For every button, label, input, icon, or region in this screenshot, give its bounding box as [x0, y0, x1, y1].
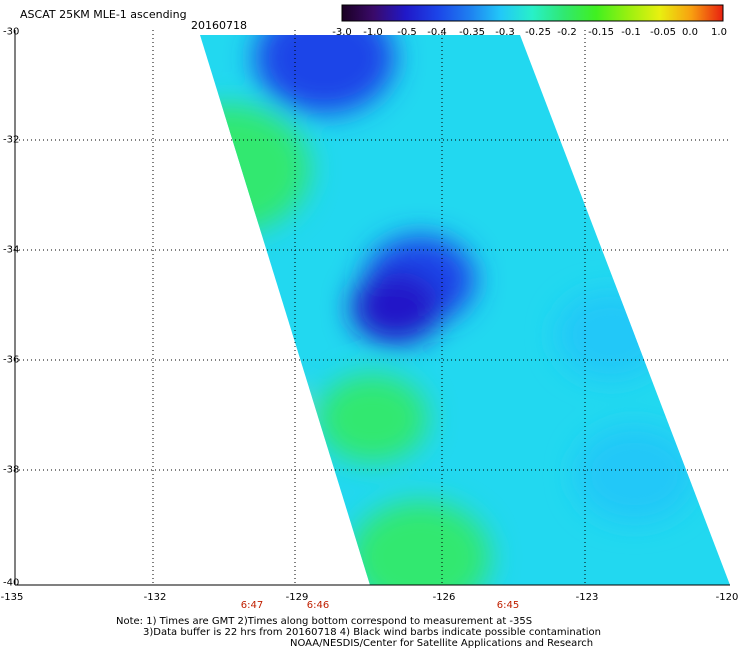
- colorbar-tick-label: 1.0: [711, 27, 727, 38]
- time-label: 6:46: [306, 600, 330, 611]
- colorbar-tick-label: -0.4: [427, 27, 447, 38]
- lat-label: -30: [3, 26, 20, 38]
- wind-region: [555, 291, 666, 380]
- colorbar-tick-label: -0.35: [459, 27, 485, 38]
- colorbar-tick-label: -0.05: [650, 27, 676, 38]
- colorbar: [341, 4, 724, 22]
- note-line-2: 3)Data buffer is 22 hrs from 20160718 4)…: [143, 627, 601, 638]
- map-date: 20160718: [191, 19, 247, 32]
- lat-label: -34: [3, 244, 20, 256]
- wind-region: [317, 374, 428, 463]
- colorbar-tick-label: -0.2: [557, 27, 577, 38]
- colorbar-tick-label: -0.3: [495, 27, 515, 38]
- colorbar-tick-label: -0.25: [525, 27, 551, 38]
- colorbar-tick-label: -0.5: [397, 27, 417, 38]
- lon-label: -132: [143, 592, 167, 603]
- colorbar-bar: [341, 4, 724, 22]
- lon-label: -123: [575, 592, 599, 603]
- lon-label: -120: [715, 592, 739, 603]
- graticule: [15, 30, 730, 585]
- time-label: 6:47: [240, 600, 264, 611]
- colorbar-tick-label: 0.0: [682, 27, 698, 38]
- lat-label: -40: [3, 577, 20, 589]
- wind-region: [200, 104, 310, 233]
- note-line-1: Note: 1) Times are GMT 2)Times along bot…: [116, 616, 533, 627]
- colorbar-tick-label: -3.0: [332, 27, 352, 38]
- wind-region: [247, 387, 298, 428]
- colorbar-tick-label: -0.15: [588, 27, 614, 38]
- swath-field: [200, 35, 730, 585]
- colorbar-tick-label: -0.1: [621, 27, 641, 38]
- lon-label: -126: [432, 592, 456, 603]
- lat-label: -32: [3, 134, 20, 146]
- note-line-3: NOAA/NESDIS/Center for Satellite Applica…: [290, 638, 594, 649]
- lon-label: -135: [0, 592, 24, 603]
- map-frame: [14, 30, 730, 586]
- time-label: 6:45: [496, 600, 520, 611]
- colorbar-tick-label: -1.0: [363, 27, 383, 38]
- wind-region: [350, 501, 491, 585]
- lat-label: -38: [3, 464, 20, 476]
- wind-region: [351, 271, 442, 344]
- wind-region: [574, 426, 695, 522]
- map-title: ASCAT 25KM MLE-1 ascending: [20, 8, 187, 21]
- lon-label: -129: [285, 592, 309, 603]
- lat-label: -36: [3, 354, 20, 366]
- wind-region: [254, 35, 395, 114]
